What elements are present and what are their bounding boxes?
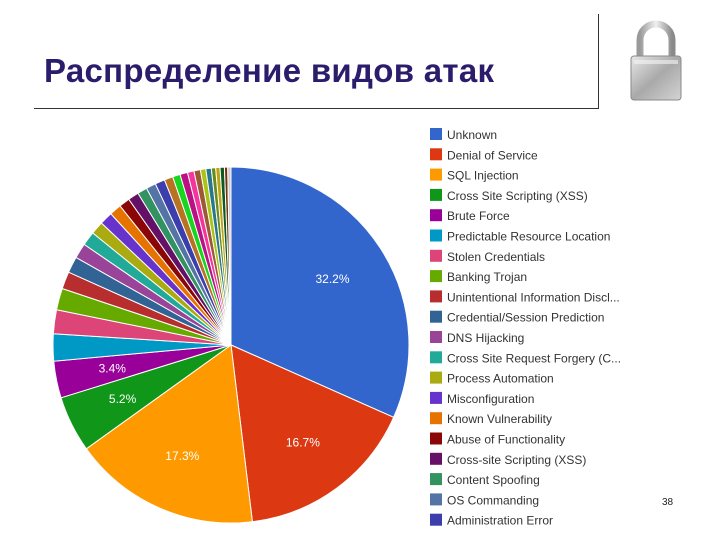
legend-label: Unknown — [447, 128, 497, 142]
legend-label: Administration Error — [447, 514, 553, 528]
legend-label: Denial of Service — [447, 148, 538, 162]
legend-label: Abuse of Functionality — [447, 433, 565, 447]
slice-value-label: 17.3% — [165, 449, 199, 463]
legend-swatch — [430, 371, 442, 384]
legend-label: Stolen Credentials — [447, 250, 545, 264]
legend-swatch — [430, 270, 442, 283]
title-underline — [34, 108, 598, 109]
pie-value-labels: 32.2% 16.7% 17.3% 5.2% 3.4% — [99, 272, 350, 463]
legend-swatch — [430, 493, 442, 506]
slice-value-label: 3.4% — [99, 362, 127, 376]
page-number: 38 — [662, 497, 674, 508]
legend-swatch — [430, 432, 442, 445]
legend-label: DNS Hijacking — [447, 331, 524, 345]
padlock-icon — [630, 20, 682, 101]
legend-label: Cross Site Scripting (XSS) — [447, 189, 588, 203]
legend: Unknown Denial of Service SQL Injection Cro… — [430, 128, 621, 528]
legend-swatch — [430, 290, 442, 303]
pie-slice — [227, 166, 232, 346]
slice-value-label: 32.2% — [315, 272, 349, 286]
legend-label: Brute Force — [447, 209, 510, 223]
legend-swatch — [430, 331, 442, 343]
legend-label: SQL Injection — [447, 169, 519, 183]
slice-value-label: 5.2% — [109, 392, 137, 406]
legend-label: Banking Trojan — [447, 270, 527, 284]
legend-label: Content Spoofing — [447, 473, 540, 487]
legend-swatch — [430, 391, 442, 404]
pie-slice — [230, 344, 395, 523]
legend-swatch — [430, 128, 442, 140]
legend-swatch — [430, 452, 442, 465]
legend-label: Unintentional Information Discl... — [447, 290, 620, 304]
legend-swatch — [430, 209, 442, 222]
legend-swatch — [430, 229, 442, 242]
legend-swatch — [430, 412, 442, 425]
legend-swatch — [430, 310, 442, 323]
legend-swatch — [430, 249, 442, 262]
legend-label: OS Commanding — [447, 493, 539, 507]
pie-slice — [85, 344, 253, 524]
legend-label: Process Automation — [447, 372, 554, 386]
legend-swatch — [430, 188, 442, 201]
title-divider — [598, 14, 599, 109]
legend-swatch — [430, 473, 442, 486]
legend-swatch — [430, 168, 442, 181]
legend-swatch — [430, 513, 442, 526]
legend-label: Credential/Session Prediction — [447, 311, 604, 325]
legend-label: Cross-site Scripting (XSS) — [447, 453, 586, 467]
slide-title: Распределение видов атак — [44, 52, 495, 89]
pie-slices — [52, 166, 410, 524]
legend-swatch — [430, 351, 442, 364]
slice-value-label: 16.7% — [286, 435, 320, 449]
pie-slice — [230, 166, 410, 419]
legend-label: Misconfiguration — [447, 392, 534, 406]
legend-swatch — [430, 148, 442, 161]
legend-label: Cross Site Request Forgery (C... — [447, 351, 621, 365]
legend-label: Predictable Resource Location — [447, 230, 610, 244]
legend-label: Known Vulnerability — [447, 412, 552, 426]
